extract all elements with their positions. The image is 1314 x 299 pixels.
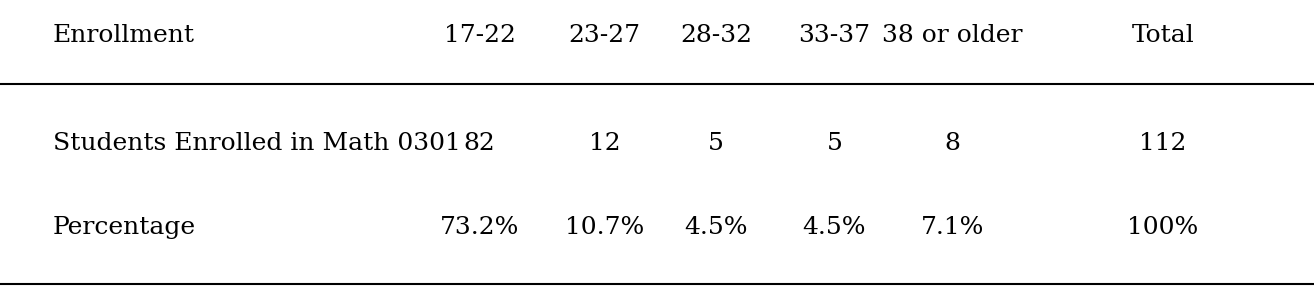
Text: Total: Total bbox=[1131, 25, 1194, 47]
Text: 33-37: 33-37 bbox=[799, 25, 870, 47]
Text: 5: 5 bbox=[827, 132, 842, 155]
Text: Enrollment: Enrollment bbox=[53, 25, 194, 47]
Text: 28-32: 28-32 bbox=[681, 25, 752, 47]
Text: 5: 5 bbox=[708, 132, 724, 155]
Text: 10.7%: 10.7% bbox=[565, 216, 644, 239]
Text: 112: 112 bbox=[1139, 132, 1187, 155]
Text: 38 or older: 38 or older bbox=[883, 25, 1022, 47]
Text: 7.1%: 7.1% bbox=[921, 216, 984, 239]
Text: Percentage: Percentage bbox=[53, 216, 196, 239]
Text: 82: 82 bbox=[464, 132, 495, 155]
Text: Students Enrolled in Math 0301: Students Enrolled in Math 0301 bbox=[53, 132, 460, 155]
Text: 17-22: 17-22 bbox=[444, 25, 515, 47]
Text: 73.2%: 73.2% bbox=[440, 216, 519, 239]
Text: 4.5%: 4.5% bbox=[803, 216, 866, 239]
Text: 100%: 100% bbox=[1127, 216, 1198, 239]
Text: 4.5%: 4.5% bbox=[685, 216, 748, 239]
Text: 12: 12 bbox=[589, 132, 620, 155]
Text: 23-27: 23-27 bbox=[569, 25, 640, 47]
Text: 8: 8 bbox=[945, 132, 961, 155]
